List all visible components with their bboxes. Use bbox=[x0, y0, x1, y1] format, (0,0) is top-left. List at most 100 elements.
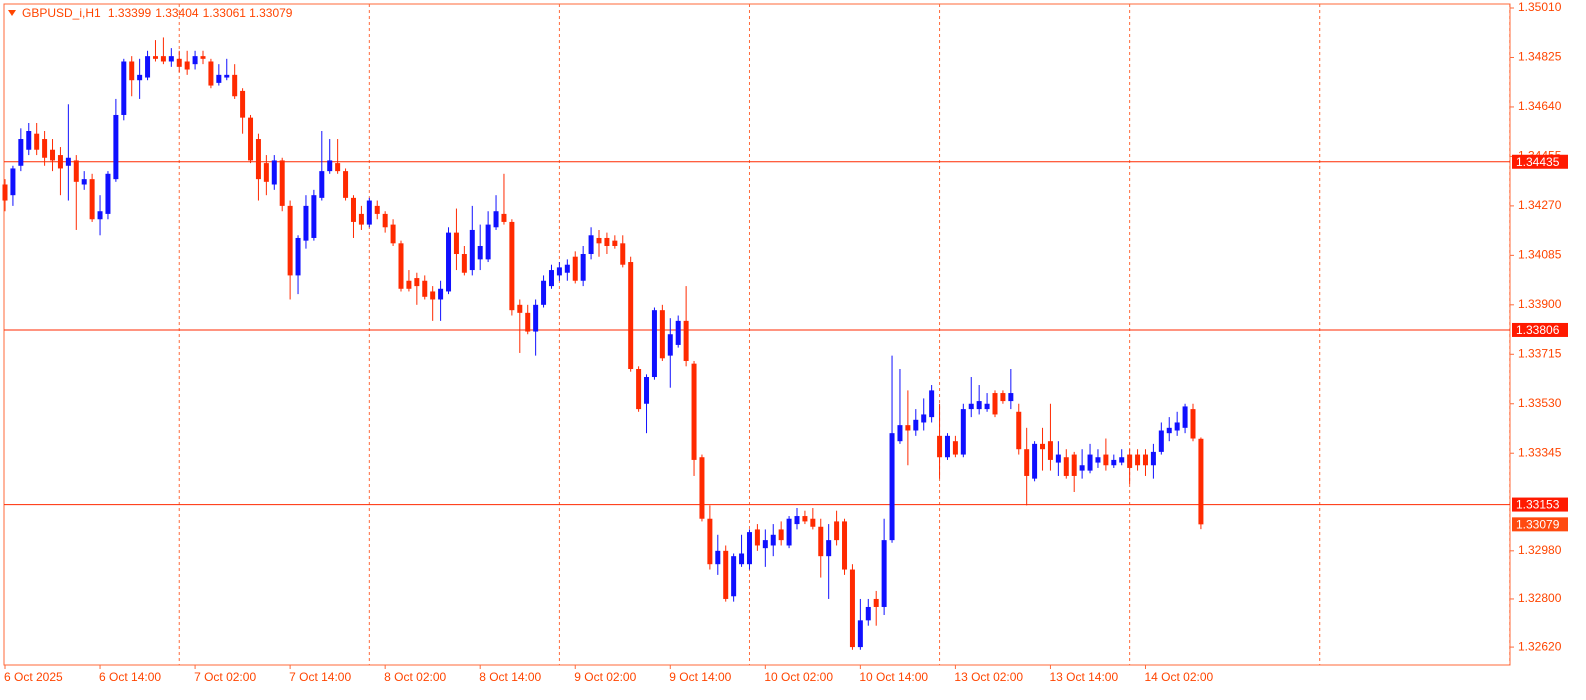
candle-body bbox=[1071, 454, 1077, 476]
candle-body bbox=[675, 320, 681, 345]
candle-body bbox=[240, 90, 246, 118]
candle-body bbox=[1095, 457, 1101, 463]
candle-body bbox=[271, 160, 277, 185]
candle-body bbox=[366, 200, 372, 225]
candle-body bbox=[921, 414, 927, 423]
last-close: 1.33079 bbox=[249, 6, 293, 20]
candle-body bbox=[580, 254, 586, 281]
candle-body bbox=[612, 240, 618, 246]
candle-body bbox=[881, 540, 887, 607]
candle-body bbox=[865, 606, 871, 621]
candle-body bbox=[976, 401, 982, 410]
candle-body bbox=[10, 168, 16, 196]
candle-body bbox=[176, 58, 182, 67]
candle-body bbox=[937, 435, 943, 458]
candle-body bbox=[414, 278, 420, 287]
candle-body bbox=[1119, 457, 1125, 463]
candle-body bbox=[826, 540, 832, 557]
candle-body bbox=[952, 441, 958, 455]
candle-body bbox=[1047, 441, 1053, 460]
y-tick-label: 1.33345 bbox=[1518, 445, 1562, 459]
y-tick-label: 1.32980 bbox=[1518, 543, 1562, 557]
candle-body bbox=[1087, 454, 1093, 471]
candle-body bbox=[770, 534, 776, 546]
candle-body bbox=[216, 74, 222, 83]
candle-body bbox=[1166, 427, 1172, 434]
y-tick-label: 1.32620 bbox=[1518, 639, 1562, 653]
candle-body bbox=[707, 518, 713, 565]
y-tick-label: 1.32800 bbox=[1518, 591, 1562, 605]
candle-body bbox=[699, 457, 705, 519]
candle-body bbox=[746, 532, 752, 565]
candle-body bbox=[913, 419, 919, 431]
candle-body bbox=[1158, 430, 1164, 452]
candle-body bbox=[620, 243, 626, 265]
y-tick-label: 1.34825 bbox=[1518, 50, 1562, 64]
candle-body bbox=[287, 205, 293, 276]
candle-body bbox=[2, 184, 8, 201]
candle-body bbox=[572, 256, 578, 281]
candle-body bbox=[786, 518, 792, 546]
candle-body bbox=[1103, 454, 1109, 466]
candle-body bbox=[1198, 438, 1204, 525]
current-price-label: 1.33079 bbox=[1516, 518, 1560, 532]
candle-body bbox=[929, 390, 935, 418]
x-tick-label: 10 Oct 14:00 bbox=[859, 670, 928, 684]
candle-body bbox=[422, 280, 428, 297]
candle-body bbox=[1142, 454, 1148, 466]
candle-body bbox=[453, 232, 459, 255]
candle-body bbox=[446, 232, 452, 292]
candle-body bbox=[42, 139, 48, 158]
candle-body bbox=[984, 403, 990, 410]
candle-body bbox=[731, 556, 737, 597]
candle-body bbox=[311, 195, 317, 238]
candle-body bbox=[897, 425, 903, 442]
last-high: 1.33404 bbox=[155, 6, 199, 20]
x-tick-label: 10 Oct 02:00 bbox=[764, 670, 833, 684]
candle-body bbox=[255, 139, 261, 180]
candle-body bbox=[398, 243, 404, 289]
candle-body bbox=[461, 254, 467, 273]
candle-body bbox=[715, 550, 721, 565]
candle-body bbox=[889, 433, 895, 541]
x-tick-label: 7 Oct 14:00 bbox=[289, 670, 351, 684]
last-low: 1.33061 bbox=[203, 6, 247, 20]
candle-body bbox=[295, 237, 301, 276]
candle-body bbox=[810, 518, 816, 527]
candle-body bbox=[493, 211, 499, 228]
candle-body bbox=[762, 540, 768, 549]
candle-body bbox=[160, 56, 166, 62]
candle-body bbox=[73, 160, 79, 182]
candle-body bbox=[192, 56, 198, 65]
candle-body bbox=[335, 163, 341, 172]
candle-body bbox=[200, 56, 206, 59]
candle-body bbox=[1024, 449, 1030, 476]
candle-body bbox=[152, 56, 158, 59]
candle-body bbox=[327, 160, 333, 172]
candle-body bbox=[374, 205, 380, 214]
candle-body bbox=[548, 270, 554, 287]
candle-body bbox=[501, 213, 507, 222]
candle-body bbox=[1032, 443, 1038, 479]
candle-body bbox=[667, 334, 673, 356]
candle-body bbox=[794, 516, 800, 525]
candle-body bbox=[691, 363, 697, 460]
candle-body bbox=[960, 409, 966, 455]
candle-body bbox=[263, 163, 269, 182]
candle-body bbox=[834, 521, 840, 541]
candle-body bbox=[477, 245, 483, 260]
candle-body bbox=[1111, 459, 1117, 466]
collapse-triangle bbox=[8, 10, 16, 16]
candle-body bbox=[968, 403, 974, 410]
candle-body bbox=[636, 368, 642, 410]
candle-body bbox=[818, 526, 824, 557]
candle-body bbox=[358, 213, 364, 225]
symbol: GBPUSD_i,H1 bbox=[22, 6, 101, 20]
candle-body bbox=[659, 310, 665, 359]
candle-body bbox=[303, 205, 309, 241]
candle-body bbox=[1150, 451, 1156, 466]
last-open: 1.33399 bbox=[108, 6, 152, 20]
candle-body bbox=[992, 393, 998, 415]
